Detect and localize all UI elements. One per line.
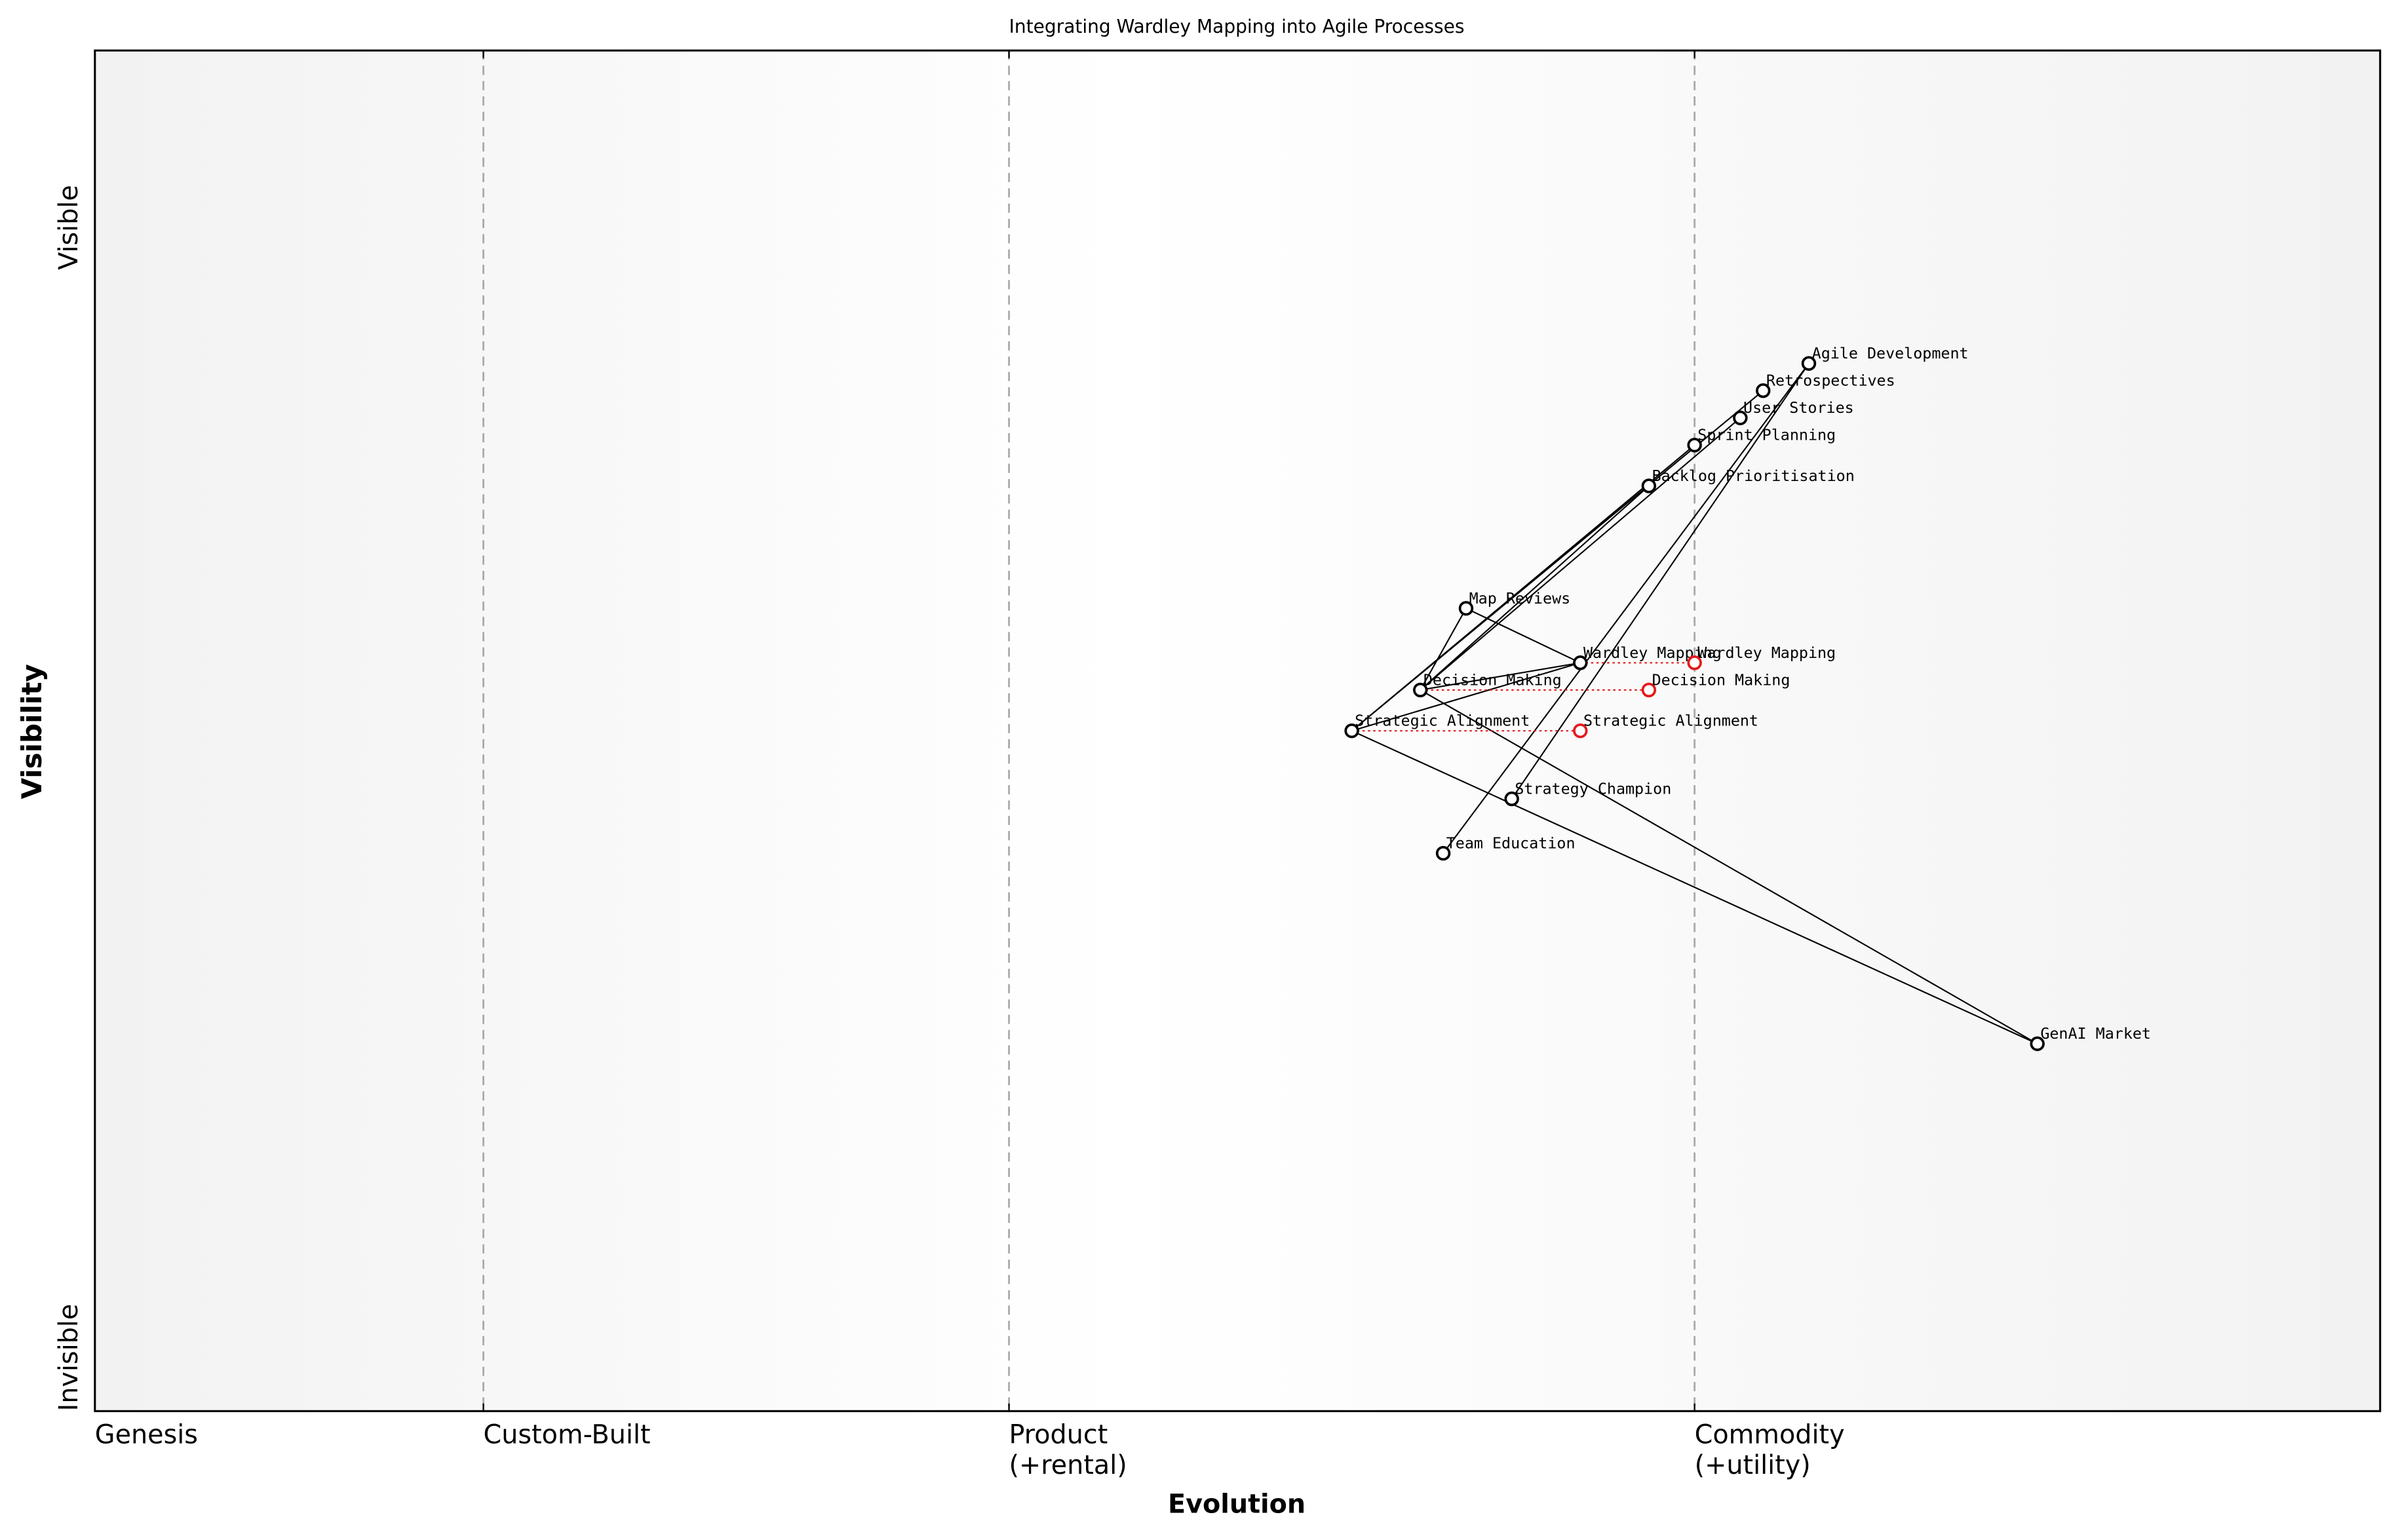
component-label: Sprint Planning: [1697, 426, 1836, 444]
component-label: Decision Making: [1652, 670, 1790, 689]
evolved-component: [1573, 723, 1588, 739]
component-label: Team Education: [1446, 834, 1576, 853]
component: [1435, 845, 1451, 861]
component-label: Decision Making: [1423, 670, 1562, 689]
evolved-component: [1687, 655, 1702, 670]
component: [1641, 478, 1657, 493]
link: [1351, 730, 2038, 1045]
component: [1458, 601, 1474, 616]
component: [1344, 723, 1359, 739]
component: [1733, 410, 1748, 425]
link: [1511, 363, 1810, 799]
x-tick-label: Custom-Built: [483, 1420, 651, 1452]
y-tick-label: Visible: [54, 185, 84, 270]
x-tick-label: Commodity (+utility): [1694, 1420, 1845, 1482]
x-axis-label: Evolution: [1168, 1490, 1306, 1520]
component: [1412, 682, 1428, 698]
link: [1442, 362, 1810, 854]
link: [1351, 662, 1581, 732]
component-label: Strategy Champion: [1515, 780, 1671, 798]
evolved-component: [1641, 682, 1657, 698]
plot-frame: [94, 49, 2382, 1412]
component-label: GenAI Market: [2040, 1024, 2151, 1043]
link: [1465, 607, 1581, 664]
component-label: Agile Development: [1812, 344, 1969, 362]
y-axis-label: Visibility: [16, 664, 48, 799]
component-label: Strategic Alignment: [1355, 712, 1530, 730]
x-tick-label: Product (+rental): [1009, 1420, 1127, 1482]
component-label: Strategic Alignment: [1583, 712, 1758, 730]
component: [2030, 1036, 2045, 1051]
link: [1351, 444, 1695, 732]
link: [1420, 689, 2038, 1045]
component-label: Wardley Mapping: [1697, 644, 1836, 662]
link: [1420, 662, 1581, 691]
component: [1504, 791, 1519, 807]
component: [1756, 383, 1771, 398]
component-label: Retrospectives: [1766, 372, 1895, 390]
link: [1420, 485, 1650, 691]
component: [1801, 356, 1817, 371]
x-tick-label: Genesis: [94, 1420, 199, 1452]
component: [1573, 655, 1588, 670]
component-label: User Stories: [1743, 398, 1854, 417]
y-tick-label: Invisible: [54, 1304, 84, 1412]
component-label: Map Reviews: [1469, 589, 1571, 607]
link: [1420, 607, 1467, 691]
plot-area: [94, 50, 2380, 1412]
link: [1420, 417, 1741, 691]
component-label: Backlog Prioritisation: [1652, 467, 1855, 485]
chart-title: Integrating Wardley Mapping into Agile P…: [1009, 16, 1465, 37]
component: [1687, 437, 1702, 453]
